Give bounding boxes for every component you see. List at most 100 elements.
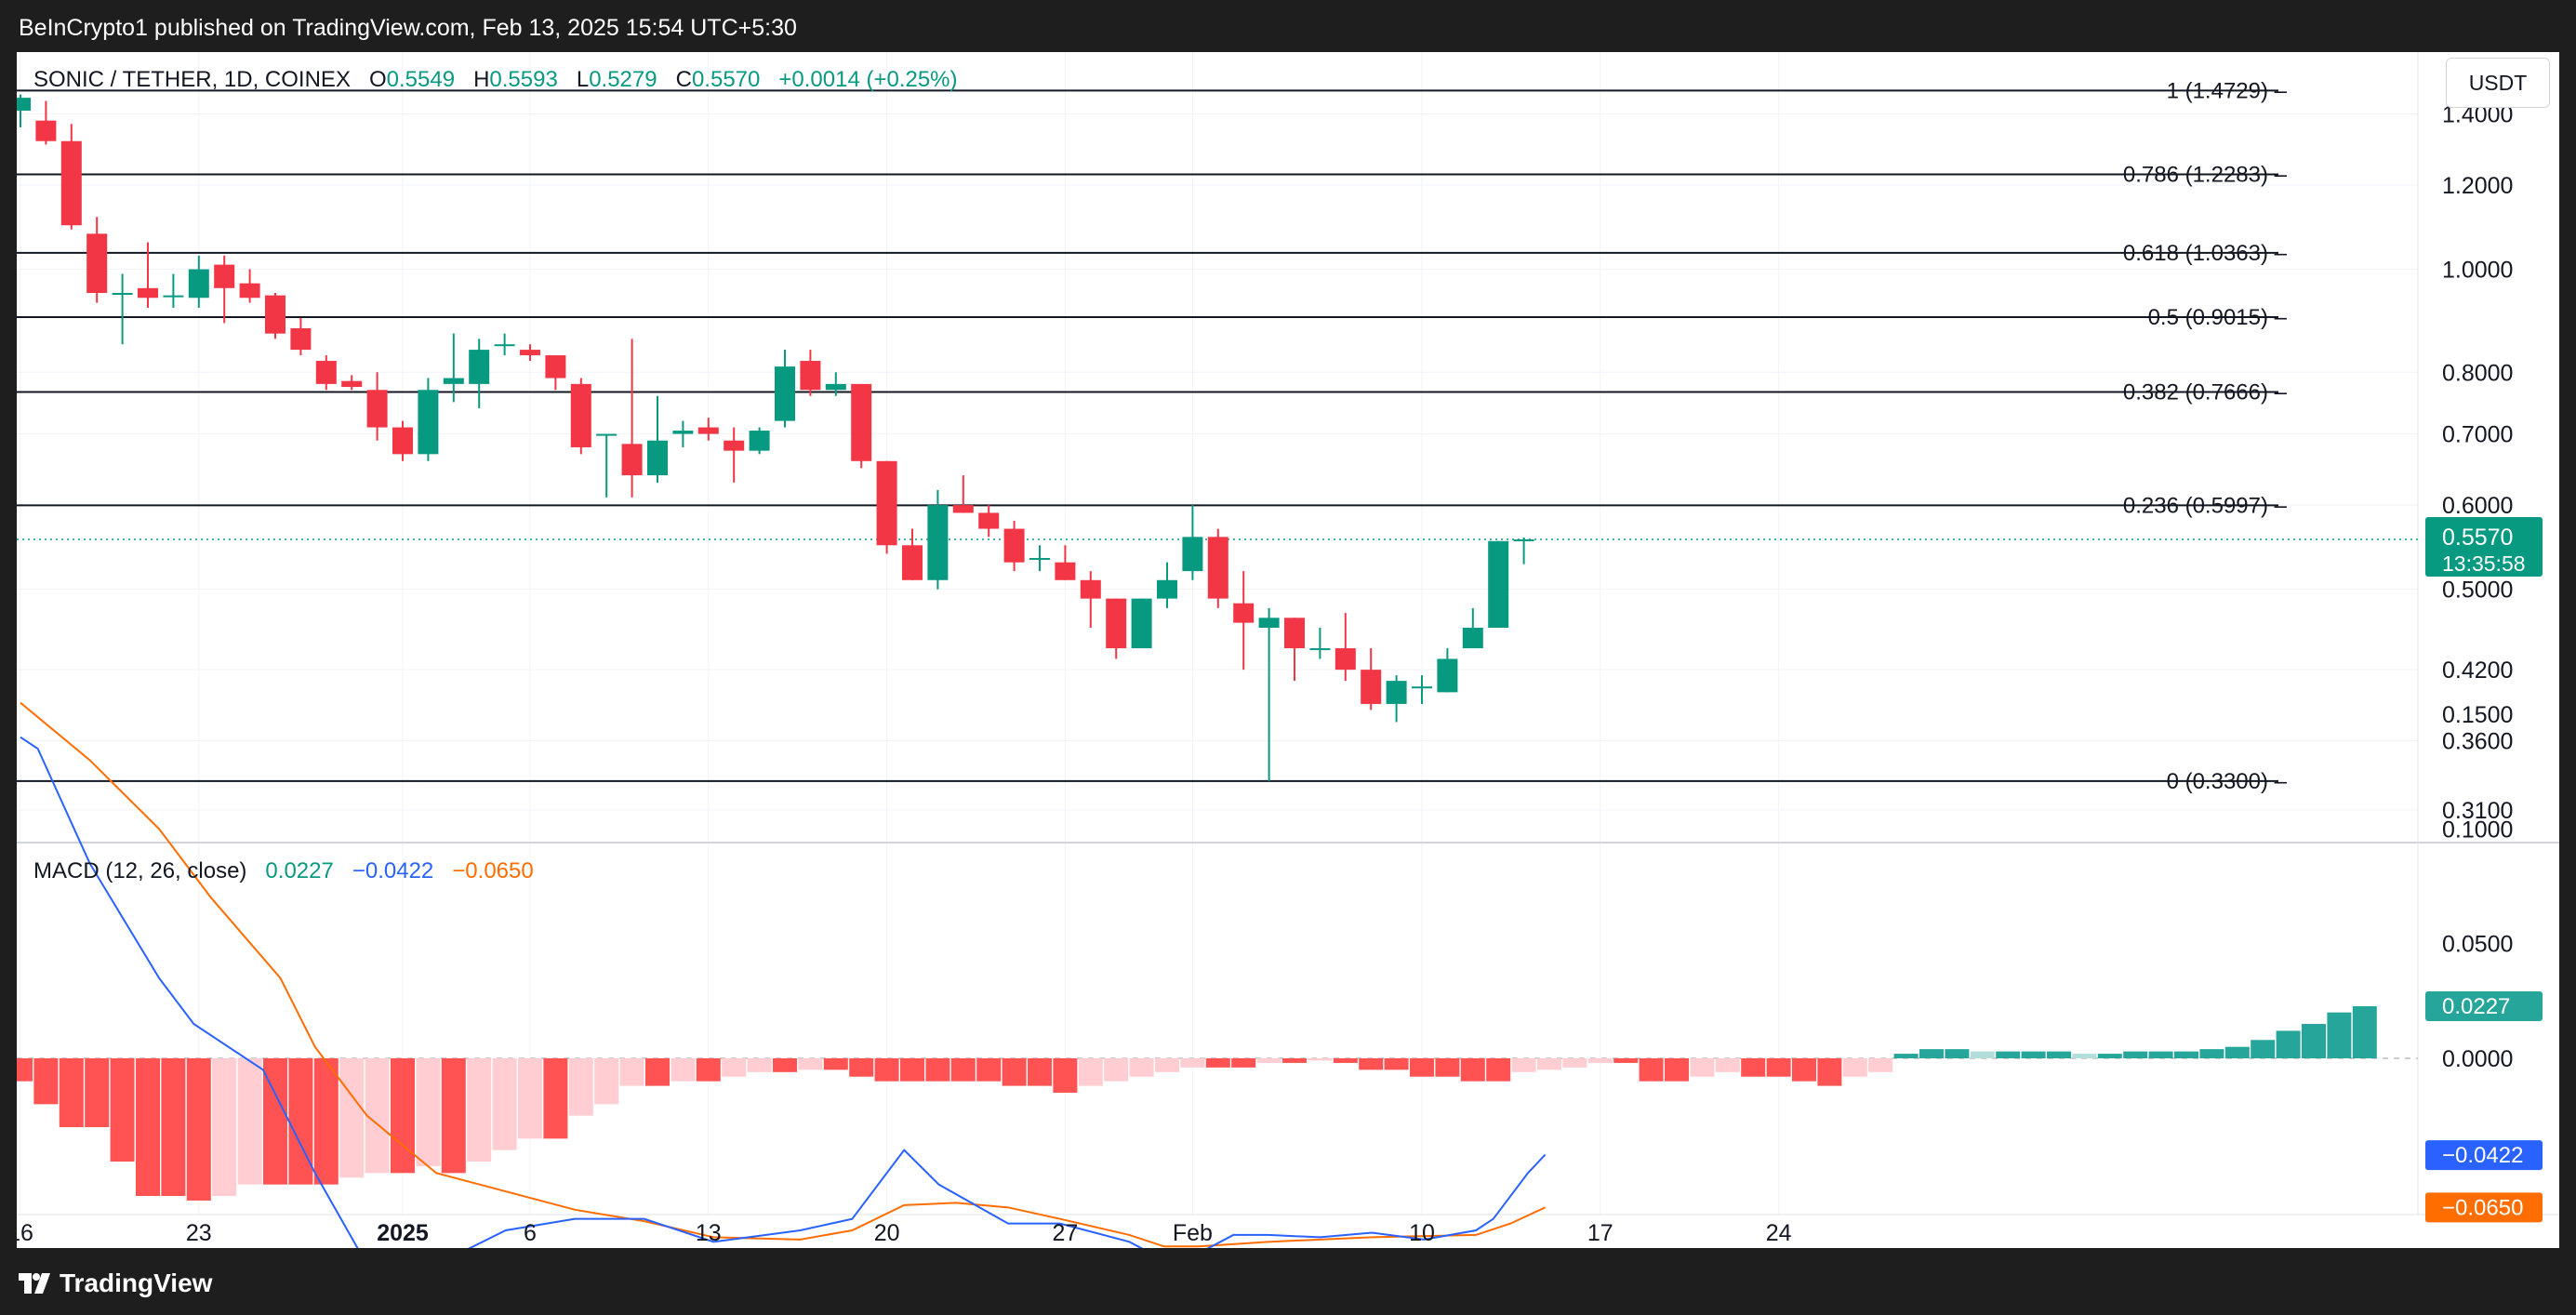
candle-body bbox=[469, 350, 490, 384]
tradingview-logo-icon bbox=[19, 1273, 50, 1294]
macd-hist-bar bbox=[1460, 1058, 1485, 1082]
macd-hist-bar bbox=[1868, 1058, 1893, 1072]
countdown-label: 13:35:58 bbox=[2442, 551, 2526, 576]
macd-line bbox=[20, 736, 1547, 1248]
fib-level-label: 0.236 (0.5997) – bbox=[2123, 493, 2288, 518]
candle-body bbox=[112, 293, 133, 296]
symbol-legend: SONIC / TETHER, 1D, COINEX O0.5549 H0.55… bbox=[33, 67, 958, 93]
macd-hist-bar bbox=[2302, 1024, 2326, 1058]
macd-hist-bar bbox=[85, 1058, 110, 1127]
macd-hist-bar bbox=[1792, 1058, 1816, 1082]
candle-body bbox=[60, 140, 82, 226]
time-tick-label: Feb bbox=[1173, 1220, 1213, 1246]
macd-hist-bar bbox=[1945, 1049, 1970, 1058]
candle-body bbox=[1412, 686, 1432, 689]
macd-hist-bar bbox=[747, 1058, 772, 1072]
fib-level-label: 0.618 (1.0363) – bbox=[2123, 241, 2288, 266]
candle-body bbox=[952, 505, 974, 513]
fib-level-label: 0.382 (0.7666) – bbox=[2123, 379, 2288, 405]
macd-hist-bar bbox=[1842, 1058, 1867, 1077]
last-price-badge bbox=[2425, 517, 2543, 578]
tradingview-logo[interactable]: TradingView bbox=[19, 1269, 212, 1298]
macd-line-value: −0.0422 bbox=[352, 858, 434, 883]
macd-hist-bar bbox=[339, 1058, 365, 1178]
macd-hist-bar bbox=[1665, 1058, 1689, 1082]
macd-hist-bar bbox=[212, 1058, 237, 1196]
candle-body bbox=[138, 287, 158, 299]
candle-body bbox=[214, 264, 235, 288]
candle-body bbox=[1233, 603, 1255, 623]
macd-hist-bar bbox=[1970, 1051, 1995, 1058]
macd-hist-bar bbox=[110, 1058, 135, 1162]
macd-hist-bar bbox=[849, 1058, 874, 1077]
chart-area[interactable]: 1 (1.4729) – 0.786 (1.2283) – 0.618 (1.036… bbox=[17, 52, 2559, 1248]
macd-hist-bar bbox=[1078, 1058, 1103, 1086]
time-tick-label: 13 bbox=[696, 1220, 722, 1246]
candle-body bbox=[443, 378, 464, 384]
macd-hist-bar bbox=[1333, 1058, 1358, 1063]
fib-level-label: 0.786 (1.2283) – bbox=[2123, 162, 2288, 187]
macd-hist-bar bbox=[1817, 1058, 1842, 1086]
macd-hist-bar bbox=[136, 1058, 160, 1196]
macd-hist-bar bbox=[696, 1058, 721, 1082]
macd-hist-bar bbox=[2174, 1051, 2198, 1058]
price-tick-label: 0.8000 bbox=[2442, 360, 2513, 386]
macd-hist-bar bbox=[1537, 1058, 1561, 1070]
change-value: +0.0014 (+0.25%) bbox=[778, 67, 958, 92]
price-tick-label: 0.5000 bbox=[2442, 578, 2513, 604]
macd-hist-bar bbox=[1359, 1058, 1384, 1070]
candle-body bbox=[17, 98, 31, 111]
macd-hist-bar bbox=[1741, 1058, 1766, 1077]
time-tick-label: 23 bbox=[186, 1220, 212, 1246]
candle-body bbox=[392, 427, 413, 455]
time-tick-label: 6 bbox=[524, 1220, 537, 1246]
macd-hist-bar bbox=[2276, 1030, 2301, 1058]
candle-body bbox=[570, 383, 591, 447]
macd-hist-bar bbox=[619, 1058, 644, 1086]
macd-hist-bar bbox=[1893, 1054, 1919, 1058]
high-label: H bbox=[473, 67, 490, 92]
macd-hist-bar bbox=[1155, 1058, 1179, 1072]
macd-hist-bar bbox=[391, 1058, 415, 1174]
macd-hist-bar bbox=[416, 1058, 441, 1166]
price-chart-svg[interactable]: 1 (1.4729) – 0.786 (1.2283) – 0.618 (1.036… bbox=[17, 52, 2559, 1248]
macd-hist-bar bbox=[2251, 1040, 2276, 1058]
macd-hist-bar bbox=[950, 1058, 976, 1082]
macd-hist-bar bbox=[2072, 1054, 2097, 1058]
macd-hist-bar bbox=[288, 1058, 313, 1185]
macd-hist-bar bbox=[1486, 1058, 1511, 1082]
macd-hist-bar bbox=[2097, 1054, 2122, 1058]
candle-body bbox=[1029, 558, 1050, 561]
macd-hist-bar bbox=[2021, 1051, 2046, 1058]
macd-hist-bar bbox=[313, 1058, 339, 1185]
macd-hist-bar bbox=[17, 1058, 33, 1082]
macd-hist-bar bbox=[594, 1058, 619, 1105]
macd-hist-bar bbox=[1231, 1058, 1256, 1068]
fib-level-label: 0.5 (0.9015) – bbox=[2148, 305, 2288, 330]
candle-body bbox=[697, 427, 719, 434]
macd-hist-bar bbox=[1562, 1058, 1587, 1068]
macd-tick-label: 0.1500 bbox=[2442, 702, 2513, 728]
macd-signal-value: −0.0650 bbox=[452, 858, 534, 883]
last-price-label: 0.5570 bbox=[2442, 525, 2513, 551]
macd-hist-bar bbox=[900, 1058, 924, 1082]
macd-hist-bar bbox=[1180, 1058, 1205, 1068]
price-tick-label: 0.3600 bbox=[2442, 729, 2513, 755]
low-value: 0.5279 bbox=[589, 67, 657, 92]
candle-body bbox=[1462, 627, 1483, 649]
macd-hist-bar bbox=[237, 1058, 262, 1185]
currency-button[interactable]: USDT bbox=[2446, 58, 2550, 108]
candle-body bbox=[978, 512, 1000, 529]
macd-hist-bar bbox=[2352, 1006, 2377, 1058]
macd-hist-bar bbox=[2224, 1046, 2250, 1058]
macd-hist-bar bbox=[773, 1058, 797, 1072]
macd-hist-bar bbox=[1587, 1058, 1613, 1063]
macd-hist-bar bbox=[925, 1058, 950, 1082]
macd-value-badge bbox=[2425, 1140, 2543, 1171]
macd-hist-bar bbox=[645, 1058, 670, 1086]
macd-hist-bar bbox=[1996, 1051, 2021, 1058]
candle-body bbox=[927, 505, 949, 580]
candle-body bbox=[1513, 539, 1534, 542]
candle-body bbox=[1437, 658, 1458, 693]
macd-hist-bar bbox=[976, 1058, 1002, 1082]
